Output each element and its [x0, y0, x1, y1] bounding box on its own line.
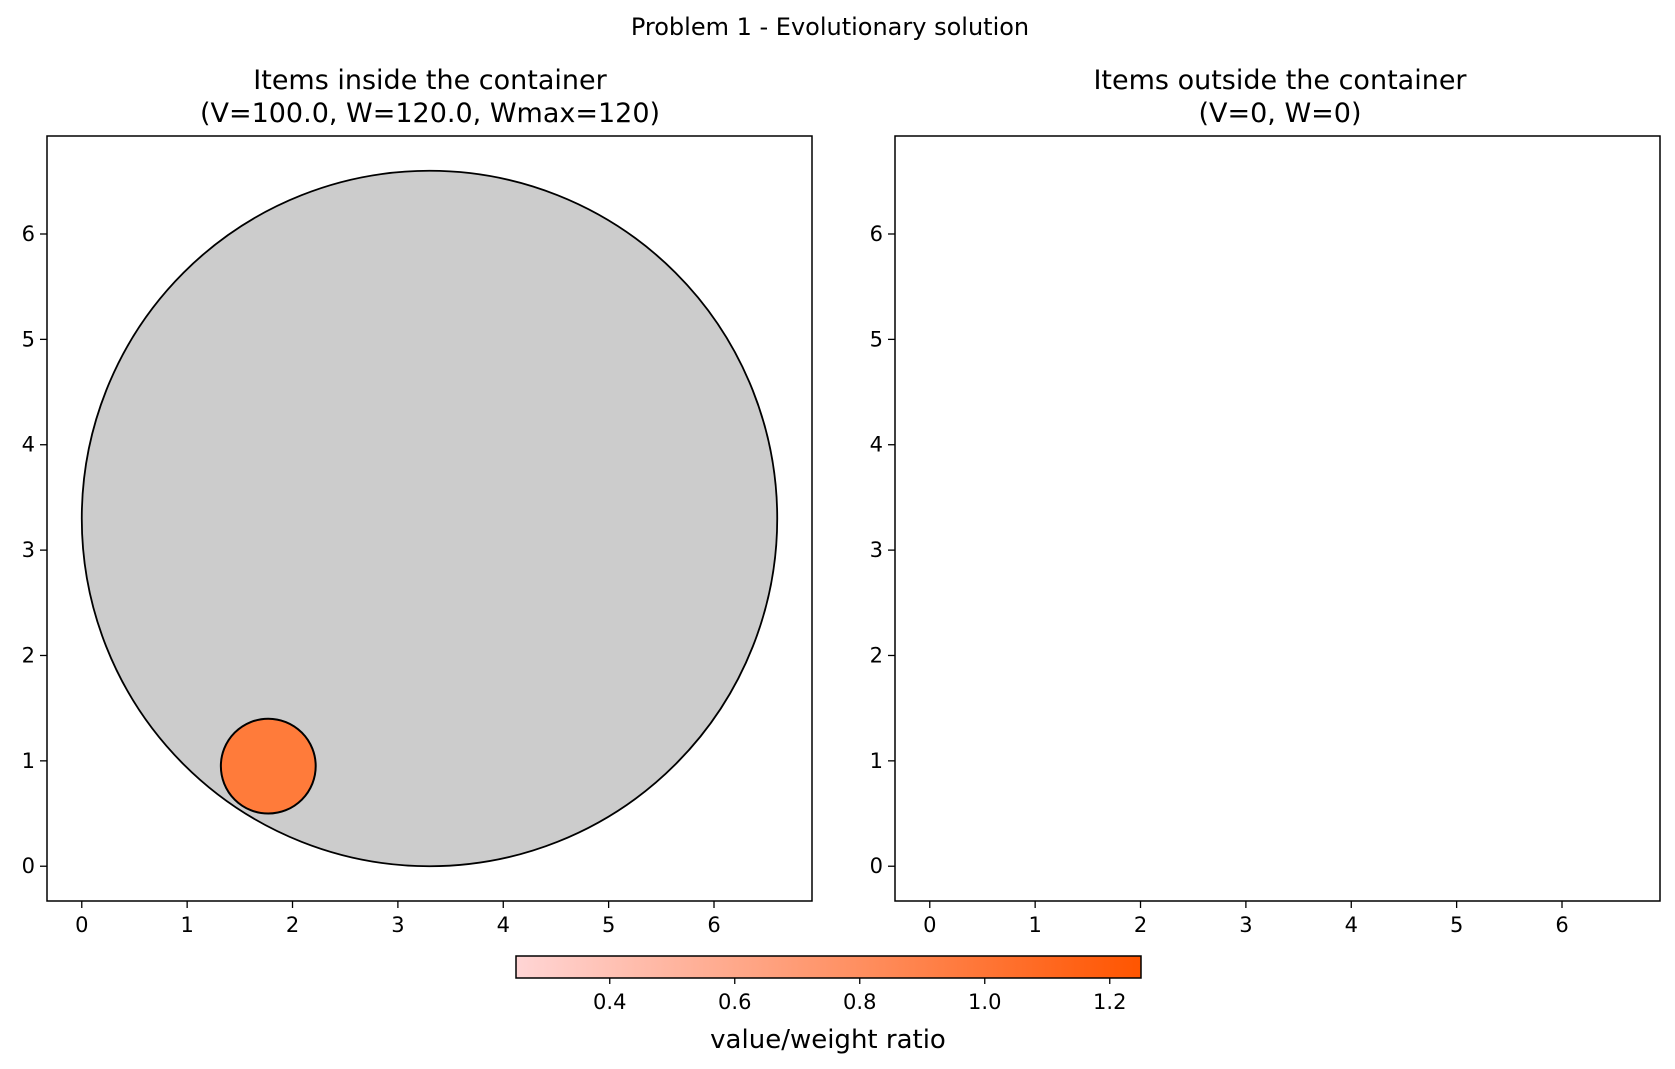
y-tick-label: 1 — [870, 749, 883, 773]
y-tick-label: 6 — [870, 222, 883, 246]
panel-outside-plot: 0 1 2 3 4 5 6 0 1 2 3 4 5 6 — [870, 135, 1661, 937]
x-tick-label: 4 — [497, 913, 510, 937]
panel-inside-title-line2: (V=100.0, W=120.0, Wmax=120) — [200, 98, 660, 129]
colorbar-tick-label: 0.4 — [593, 990, 626, 1014]
colorbar-tick-label: 1.0 — [968, 990, 1001, 1014]
panel-inside: Items inside the container (V=100.0, W=1… — [22, 65, 813, 937]
x-tick-label: 0 — [75, 913, 88, 937]
axes-frame — [894, 135, 1661, 902]
y-tick-label: 5 — [22, 327, 35, 351]
y-tick-label: 4 — [870, 433, 883, 457]
item-circle — [219, 717, 317, 815]
colorbar-tick-label: 0.6 — [718, 990, 751, 1014]
x-tick-label: 2 — [286, 913, 299, 937]
y-tick-label: 6 — [22, 222, 35, 246]
x-tick-label: 1 — [1028, 913, 1041, 937]
panel-inside-title-line1: Items inside the container — [253, 65, 607, 96]
y-tick-label: 0 — [870, 854, 883, 878]
y-tick-label: 2 — [22, 643, 35, 667]
x-tick-label: 4 — [1345, 913, 1358, 937]
y-tick-label: 5 — [870, 327, 883, 351]
x-tick-label: 2 — [1134, 913, 1147, 937]
colorbar: 0.4 0.6 0.8 1.0 1.2 value/weight ratio — [515, 955, 1142, 1055]
container-circle — [80, 169, 779, 868]
y-tick-label: 4 — [22, 433, 35, 457]
y-tick-label: 2 — [870, 643, 883, 667]
panel-outside-title-line1: Items outside the container — [1093, 65, 1467, 96]
y-tick-label: 1 — [22, 749, 35, 773]
y-tick-label: 3 — [870, 538, 883, 562]
x-tick-label: 3 — [1239, 913, 1252, 937]
colorbar-gradient — [515, 955, 1142, 979]
y-tick-label: 0 — [22, 854, 35, 878]
panel-outside-title-line2: (V=0, W=0) — [1198, 98, 1361, 129]
x-tick-label: 6 — [707, 913, 720, 937]
panel-inside-plot: 0 1 2 3 4 5 6 0 1 2 3 4 5 6 — [22, 135, 813, 937]
colorbar-label: value/weight ratio — [710, 1025, 946, 1055]
x-tick-label: 5 — [602, 913, 615, 937]
figure-suptitle: Problem 1 - Evolutionary solution — [631, 13, 1029, 41]
x-tick-label: 3 — [391, 913, 404, 937]
x-tick-label: 0 — [923, 913, 936, 937]
colorbar-ticks: 0.4 0.6 0.8 1.0 1.2 — [593, 978, 1126, 1014]
y-tick-label: 3 — [22, 538, 35, 562]
colorbar-tick-label: 1.2 — [1093, 990, 1126, 1014]
x-tick-label: 6 — [1555, 913, 1568, 937]
x-tick-label: 1 — [180, 913, 193, 937]
x-tick-label: 5 — [1450, 913, 1463, 937]
colorbar-tick-label: 0.8 — [843, 990, 876, 1014]
panel-outside: Items outside the container (V=0, W=0) 0… — [870, 65, 1661, 937]
